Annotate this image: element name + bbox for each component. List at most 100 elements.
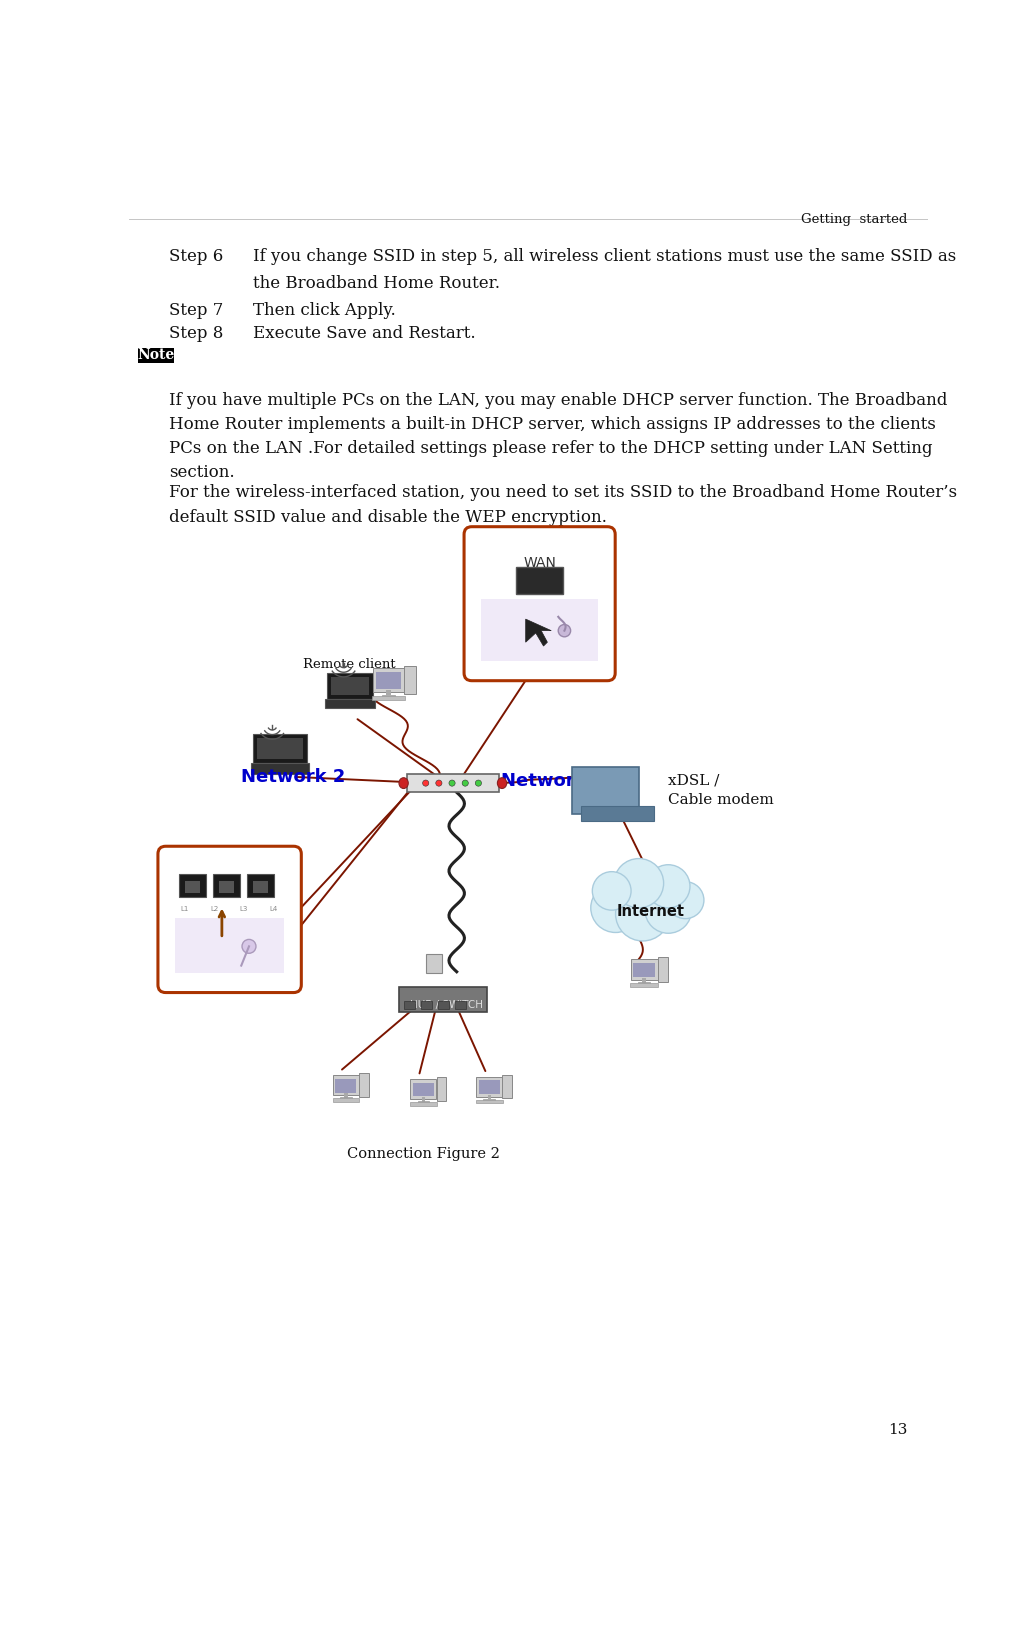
Bar bbox=[488, 1095, 491, 1099]
Text: Getting  started: Getting started bbox=[801, 212, 907, 225]
FancyBboxPatch shape bbox=[404, 667, 415, 694]
Text: L1: L1 bbox=[180, 906, 189, 913]
Bar bbox=[481, 600, 598, 662]
FancyBboxPatch shape bbox=[333, 1076, 359, 1095]
Circle shape bbox=[242, 939, 256, 954]
FancyBboxPatch shape bbox=[572, 768, 639, 813]
FancyBboxPatch shape bbox=[410, 1079, 436, 1099]
FancyBboxPatch shape bbox=[406, 774, 499, 792]
Text: Cable modem: Cable modem bbox=[667, 794, 773, 807]
Circle shape bbox=[448, 781, 455, 786]
Circle shape bbox=[591, 883, 640, 932]
Bar bbox=[476, 1100, 503, 1104]
Text: the Broadband Home Router.: the Broadband Home Router. bbox=[253, 275, 500, 292]
Text: Internet: Internet bbox=[617, 905, 685, 919]
Bar bbox=[638, 981, 651, 985]
FancyBboxPatch shape bbox=[179, 874, 205, 897]
FancyBboxPatch shape bbox=[138, 349, 174, 363]
FancyBboxPatch shape bbox=[436, 1077, 446, 1100]
Circle shape bbox=[436, 781, 442, 786]
Text: 13: 13 bbox=[889, 1423, 907, 1436]
Text: Step 6: Step 6 bbox=[169, 248, 224, 266]
Circle shape bbox=[475, 781, 481, 786]
Bar bbox=[340, 1097, 352, 1100]
Circle shape bbox=[645, 887, 692, 934]
FancyBboxPatch shape bbox=[399, 988, 487, 1012]
FancyBboxPatch shape bbox=[476, 1077, 502, 1097]
FancyBboxPatch shape bbox=[517, 567, 563, 595]
Circle shape bbox=[614, 859, 664, 908]
Text: Execute Save and Restart.: Execute Save and Restart. bbox=[253, 324, 475, 342]
Circle shape bbox=[667, 882, 704, 919]
Ellipse shape bbox=[399, 778, 408, 789]
Bar bbox=[412, 1082, 434, 1097]
Bar bbox=[630, 983, 658, 986]
Bar bbox=[253, 880, 268, 893]
Bar bbox=[478, 1081, 500, 1094]
Bar bbox=[484, 1099, 495, 1102]
Bar bbox=[376, 673, 401, 689]
Bar bbox=[331, 676, 369, 694]
Bar bbox=[633, 963, 655, 978]
Text: WAN: WAN bbox=[523, 556, 556, 570]
FancyBboxPatch shape bbox=[327, 673, 372, 699]
FancyBboxPatch shape bbox=[158, 846, 301, 993]
Text: Step 7: Step 7 bbox=[169, 302, 224, 319]
Bar bbox=[642, 978, 646, 983]
Text: Network 2: Network 2 bbox=[241, 768, 345, 786]
Text: Network 1: Network 1 bbox=[501, 771, 605, 791]
Bar bbox=[175, 918, 285, 973]
Bar bbox=[404, 1001, 414, 1009]
Circle shape bbox=[593, 872, 631, 910]
Circle shape bbox=[616, 887, 670, 941]
FancyBboxPatch shape bbox=[427, 954, 442, 973]
Bar bbox=[372, 696, 404, 701]
Bar bbox=[335, 1079, 357, 1092]
Bar bbox=[576, 773, 635, 808]
FancyBboxPatch shape bbox=[213, 874, 239, 897]
Bar bbox=[422, 1097, 425, 1102]
Text: For the wireless-interfaced station, you need to set its SSID to the Broadband H: For the wireless-interfaced station, you… bbox=[169, 484, 958, 525]
Bar bbox=[344, 1094, 347, 1099]
FancyBboxPatch shape bbox=[254, 735, 306, 763]
Bar bbox=[421, 1001, 432, 1009]
Text: L4: L4 bbox=[269, 906, 277, 913]
FancyBboxPatch shape bbox=[247, 874, 274, 897]
Bar bbox=[333, 1099, 359, 1102]
FancyBboxPatch shape bbox=[580, 807, 654, 822]
Circle shape bbox=[462, 781, 468, 786]
Bar bbox=[387, 689, 391, 696]
FancyBboxPatch shape bbox=[502, 1074, 512, 1099]
Bar bbox=[185, 880, 200, 893]
FancyBboxPatch shape bbox=[325, 699, 375, 709]
FancyBboxPatch shape bbox=[251, 763, 309, 774]
Bar bbox=[410, 1102, 437, 1105]
Bar bbox=[381, 694, 396, 698]
Text: If you change SSID in step 5, all wireless client stations must use the same SSI: If you change SSID in step 5, all wirele… bbox=[253, 248, 956, 266]
Bar bbox=[418, 1102, 429, 1104]
FancyBboxPatch shape bbox=[464, 526, 616, 681]
Bar bbox=[438, 1001, 448, 1009]
FancyBboxPatch shape bbox=[658, 957, 668, 981]
Bar bbox=[455, 1001, 466, 1009]
Polygon shape bbox=[526, 619, 552, 645]
Text: Remote client: Remote client bbox=[303, 657, 396, 670]
Text: Note: Note bbox=[137, 347, 174, 362]
Circle shape bbox=[558, 624, 570, 637]
Text: HUB / SWITCH: HUB / SWITCH bbox=[410, 1001, 484, 1011]
Text: Then click Apply.: Then click Apply. bbox=[253, 302, 396, 319]
Text: xDSL /: xDSL / bbox=[667, 773, 719, 787]
Text: L3: L3 bbox=[239, 906, 247, 913]
FancyBboxPatch shape bbox=[631, 958, 658, 980]
Circle shape bbox=[646, 866, 690, 908]
FancyBboxPatch shape bbox=[373, 668, 404, 693]
Text: L2: L2 bbox=[210, 906, 219, 913]
Text: Step 8: Step 8 bbox=[169, 324, 224, 342]
Bar bbox=[258, 738, 303, 760]
Text: Connection Figure 2: Connection Figure 2 bbox=[347, 1146, 500, 1161]
Circle shape bbox=[423, 781, 429, 786]
FancyBboxPatch shape bbox=[359, 1074, 369, 1097]
Ellipse shape bbox=[497, 778, 506, 789]
Text: If you have multiple PCs on the LAN, you may enable DHCP server function. The Br: If you have multiple PCs on the LAN, you… bbox=[169, 391, 947, 481]
Bar bbox=[219, 880, 234, 893]
